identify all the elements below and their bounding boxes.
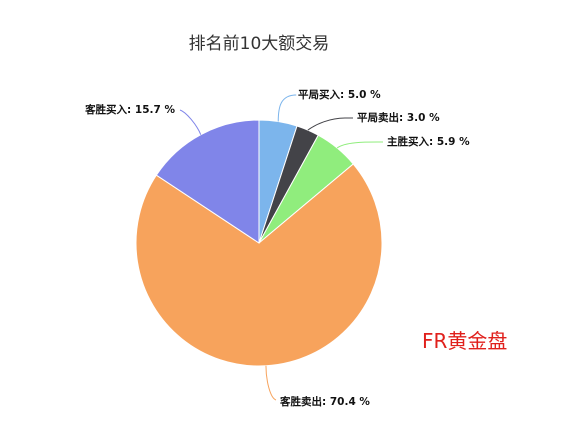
chart-title: 排名前10大额交易 — [189, 34, 330, 54]
label-connector-1 — [277, 94, 297, 122]
label-connector-4 — [265, 365, 277, 401]
slice-label-2: 平局卖出: 3.0 % — [357, 111, 440, 124]
slice-labels: 平局买入: 5.0 % 平局卖出: 3.0 % 主胜买入: 5.9 % 客胜卖出: 7… — [84, 89, 470, 408]
label-connector-5 — [179, 109, 202, 135]
watermark-text: FR黄金盘 — [422, 329, 507, 353]
slice-label-3: 主胜买入: 5.9 % — [387, 135, 470, 148]
label-connector-2 — [307, 117, 353, 131]
pie-slices — [135, 119, 383, 367]
label-connectors — [179, 94, 383, 401]
slice-label-1: 平局买入: 5.0 % — [298, 89, 381, 101]
pie-slice-4[interactable] — [135, 163, 383, 367]
label-connector-3 — [336, 141, 383, 149]
slice-label-4: 客胜卖出: 70.4 % — [279, 395, 370, 408]
slice-label-5: 客胜买入: 15.7 % — [84, 103, 175, 116]
